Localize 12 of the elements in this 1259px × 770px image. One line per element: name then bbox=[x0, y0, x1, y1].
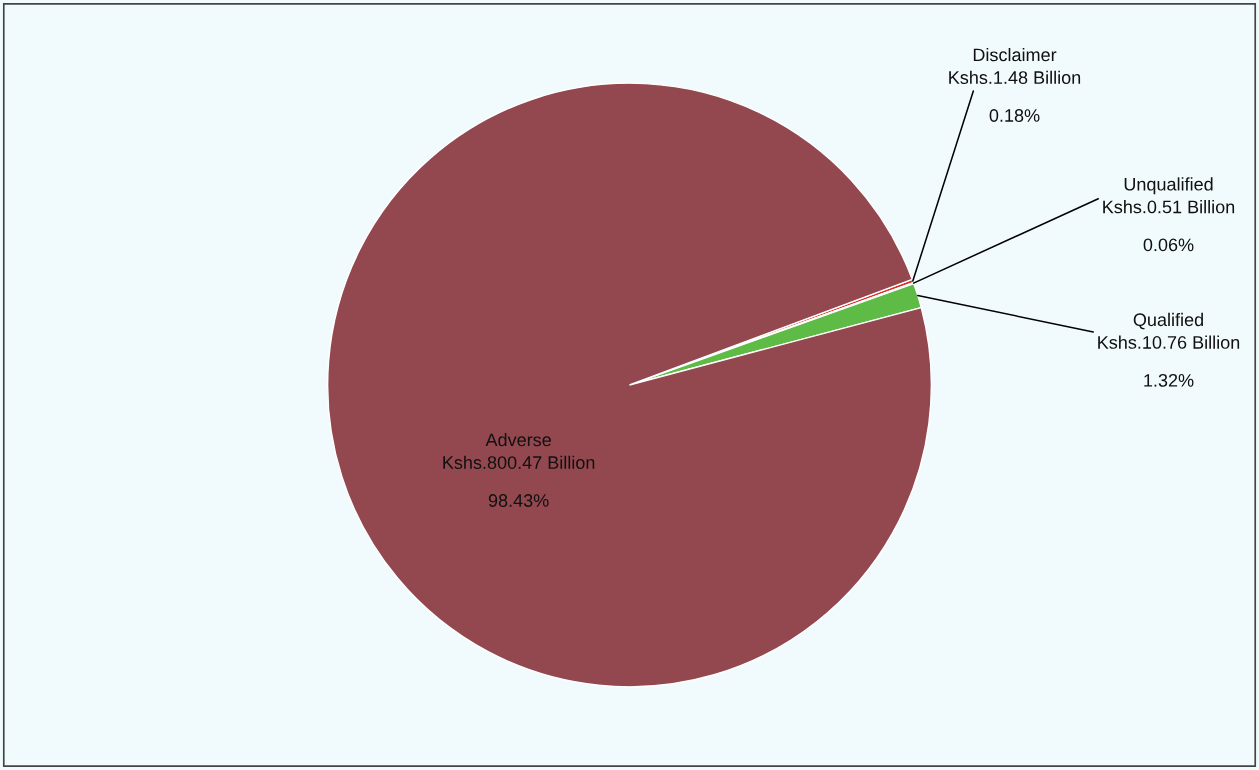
data-label: Kshs.800.47 Billion bbox=[443, 455, 595, 469]
text: 1.32% bbox=[1144, 373, 1194, 387]
text: 0.06% bbox=[1143, 238, 1194, 252]
slice-label: Disclaimer bbox=[973, 47, 1057, 62]
data-label: Kshs.1.48 Billion bbox=[949, 70, 1081, 84]
slice-label: Qualified bbox=[1133, 312, 1203, 330]
data-label: Kshs.0.51 Billion bbox=[1103, 200, 1235, 214]
slice-label: Unqualified bbox=[1124, 177, 1213, 195]
text: 98.43% bbox=[488, 494, 549, 507]
slice-label: Adverse bbox=[485, 432, 551, 447]
text: 0.18% bbox=[989, 109, 1040, 122]
data-label: Kshs.10.76 Billion bbox=[1098, 335, 1240, 349]
